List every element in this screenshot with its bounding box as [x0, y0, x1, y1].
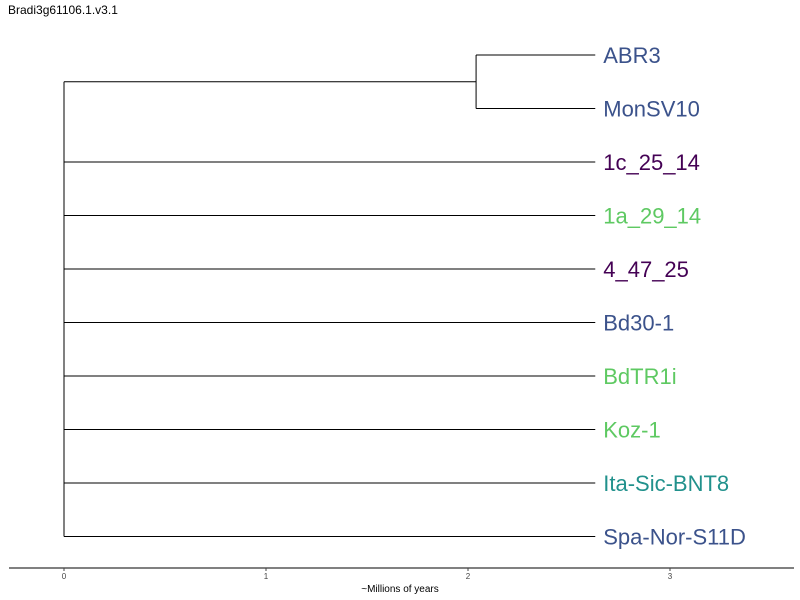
- leaf-labels: ABR3 MonSV10 1c_25_14 1a_29_14 4_47_25 Bd30-1…: [603, 43, 746, 550]
- axis-ticks: 0 1 2 3: [62, 568, 673, 581]
- tree-title: Bradi3g61106.1.v3.1: [8, 3, 118, 17]
- axis-tick-label: 3: [668, 572, 673, 581]
- leaf-label: Spa-Nor-S11D: [603, 525, 746, 550]
- leaf-label: MonSV10: [603, 97, 700, 122]
- leaf-label: 1a_29_14: [603, 204, 701, 229]
- leaf-label: 4_47_25: [603, 257, 689, 282]
- time-axis: 0 1 2 3 ~Millions of years: [9, 567, 794, 595]
- leaf-label: 1c_25_14: [603, 150, 700, 175]
- leaf-label: Ita-Sic-BNT8: [603, 471, 729, 496]
- leaf-label: BdTR1i: [603, 364, 676, 389]
- leaf-label: Bd30-1: [603, 311, 674, 336]
- leaf-label: Koz-1: [603, 418, 660, 443]
- axis-tick-label: 0: [62, 572, 67, 581]
- axis-tick-label: 1: [264, 572, 269, 581]
- leaf-label: ABR3: [603, 43, 660, 68]
- tree-branches: [63, 54, 596, 537]
- axis-title: ~Millions of years: [361, 584, 439, 595]
- axis-tick-label: 2: [466, 572, 471, 581]
